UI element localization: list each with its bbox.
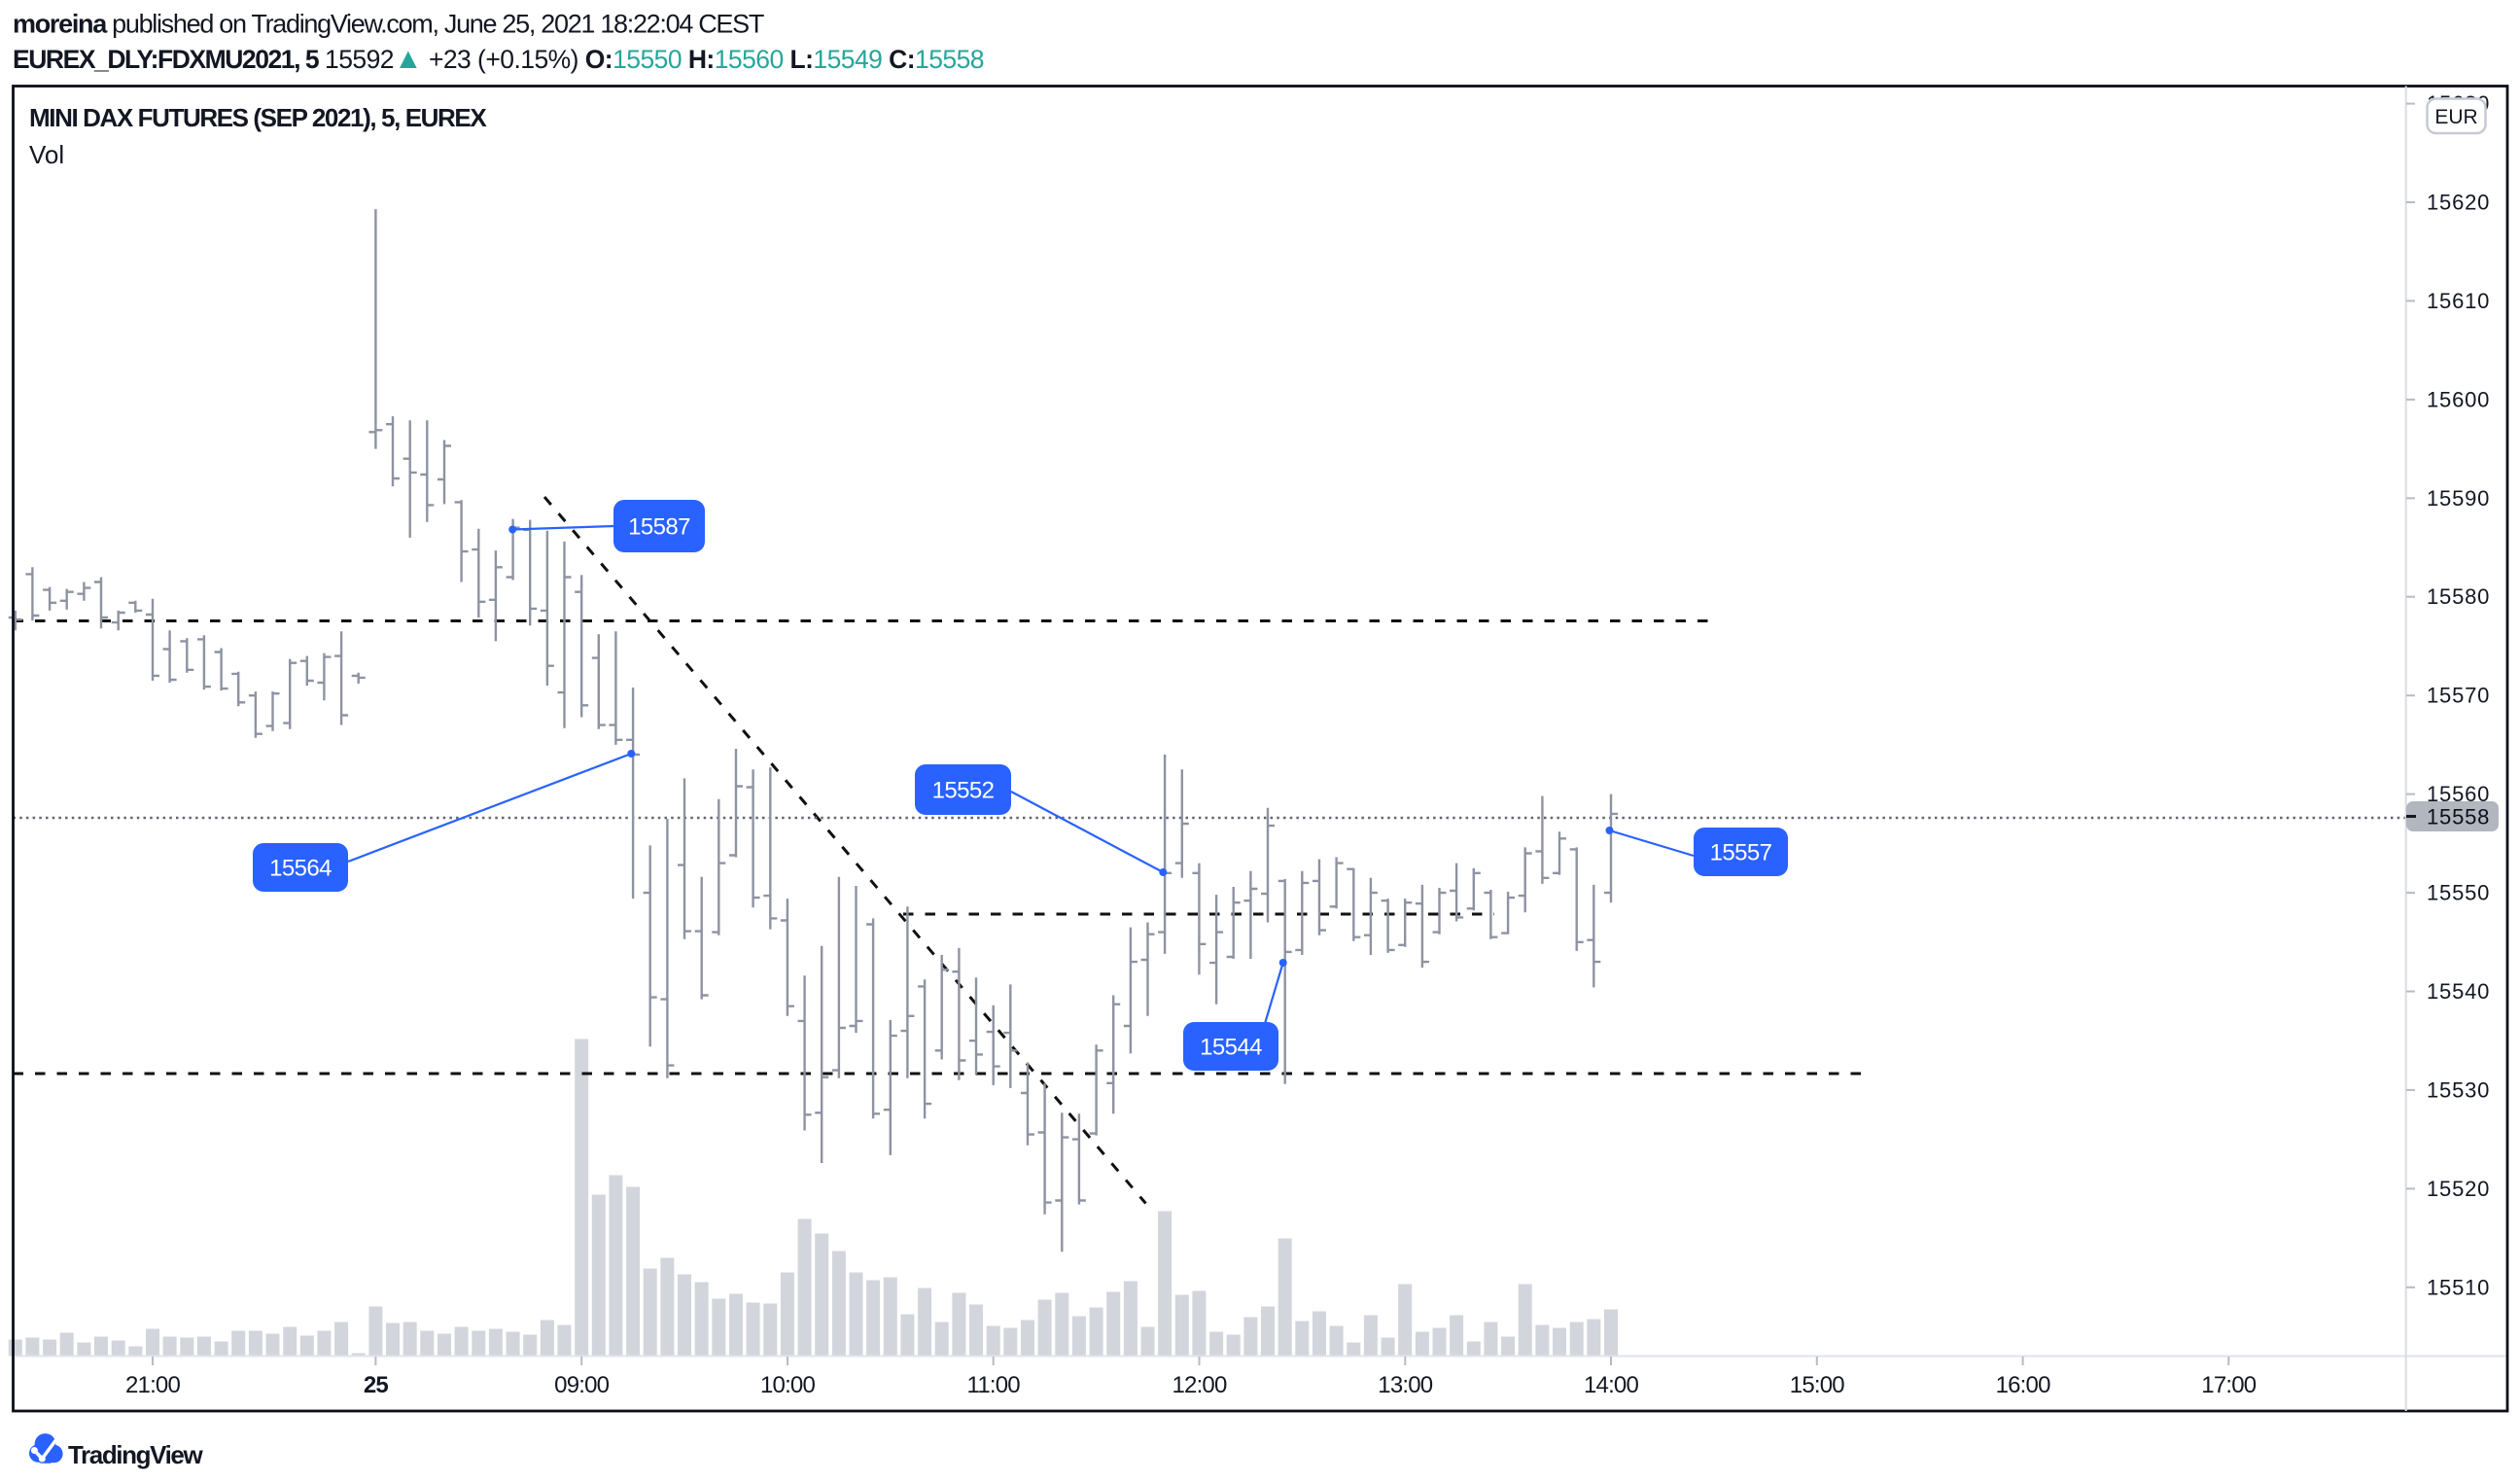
svg-text:15564: 15564 [269,856,332,882]
svg-text:11:00: 11:00 [967,1372,1021,1398]
svg-text:15600: 15600 [2427,387,2490,411]
svg-text:17:00: 17:00 [2201,1372,2257,1398]
svg-text:10:00: 10:00 [760,1372,816,1398]
svg-text:15558: 15558 [2427,805,2490,829]
svg-text:14:00: 14:00 [1584,1372,1639,1398]
svg-text:15587: 15587 [628,514,690,541]
svg-text:15552: 15552 [932,778,995,804]
svg-text:Vol: Vol [29,140,64,169]
svg-text:15530: 15530 [2427,1077,2490,1102]
svg-text:moreina published on TradingVi: moreina published on TradingView.com, Ju… [13,10,764,39]
svg-text:16:00: 16:00 [1996,1372,2051,1398]
svg-text:15540: 15540 [2427,979,2490,1004]
svg-text:13:00: 13:00 [1378,1372,1433,1398]
svg-text:TradingView: TradingView [68,1440,203,1469]
svg-text:09:00: 09:00 [554,1372,610,1398]
svg-text:EUREX_DLY:FDXMU2021, 5 15592▲: EUREX_DLY:FDXMU2021, 5 15592▲ +23 (+0.15… [13,43,984,75]
svg-text:15544: 15544 [1200,1035,1262,1061]
svg-text:15557: 15557 [1710,840,1772,866]
svg-text:15:00: 15:00 [1790,1372,1845,1398]
svg-text:EUR: EUR [2434,106,2477,128]
svg-text:21:00: 21:00 [125,1372,181,1398]
svg-text:15610: 15610 [2427,289,2490,313]
svg-text:MINI DAX FUTURES (SEP 2021), 5: MINI DAX FUTURES (SEP 2021), 5, EUREX [29,103,487,132]
svg-text:12:00: 12:00 [1172,1372,1227,1398]
svg-text:15590: 15590 [2427,486,2490,511]
svg-text:15510: 15510 [2427,1275,2490,1299]
svg-text:15620: 15620 [2427,191,2490,215]
svg-text:25: 25 [364,1372,389,1398]
svg-text:15570: 15570 [2427,684,2490,708]
svg-text:15520: 15520 [2427,1177,2490,1201]
svg-text:15550: 15550 [2427,881,2490,905]
svg-text:15580: 15580 [2427,584,2490,609]
